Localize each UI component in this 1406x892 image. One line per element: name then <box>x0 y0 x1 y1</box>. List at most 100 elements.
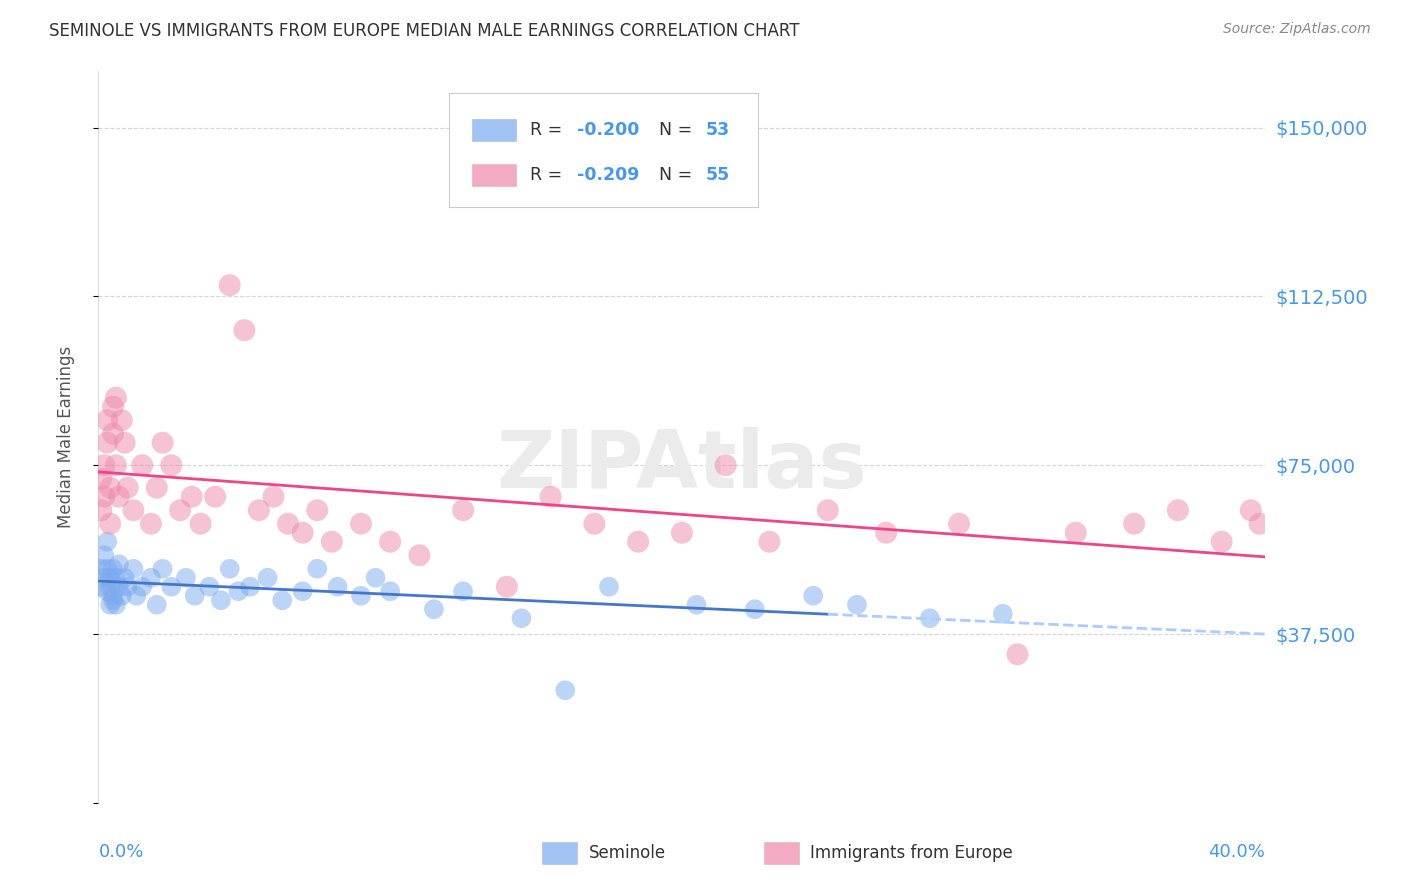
Point <box>96 413 118 427</box>
Point <box>209 593 232 607</box>
FancyBboxPatch shape <box>472 119 516 141</box>
Point <box>174 571 197 585</box>
Text: 55: 55 <box>706 166 730 185</box>
Point <box>239 580 262 594</box>
Point <box>152 435 174 450</box>
Point <box>152 562 174 576</box>
Y-axis label: Median Male Earnings: Median Male Earnings <box>56 346 75 528</box>
Point <box>98 580 121 594</box>
Point <box>218 278 240 293</box>
Point <box>98 598 121 612</box>
FancyBboxPatch shape <box>472 164 516 186</box>
Point <box>627 534 650 549</box>
Point <box>169 503 191 517</box>
Point <box>277 516 299 531</box>
Point <box>451 503 474 517</box>
Point <box>111 589 134 603</box>
Point <box>744 602 766 616</box>
Point <box>117 481 139 495</box>
Point <box>160 580 183 594</box>
Text: N =: N = <box>658 166 697 185</box>
FancyBboxPatch shape <box>763 841 799 863</box>
Point <box>93 490 115 504</box>
Point <box>510 611 533 625</box>
Point <box>125 589 148 603</box>
Point <box>583 516 606 531</box>
Point <box>139 571 162 585</box>
Point <box>496 580 519 594</box>
Point <box>131 458 153 473</box>
Point <box>1064 525 1087 540</box>
Text: SEMINOLE VS IMMIGRANTS FROM EUROPE MEDIAN MALE EARNINGS CORRELATION CHART: SEMINOLE VS IMMIGRANTS FROM EUROPE MEDIA… <box>49 22 800 40</box>
Text: R =: R = <box>530 166 568 185</box>
Point <box>408 548 430 562</box>
Point <box>1123 516 1146 531</box>
Point <box>1249 516 1271 531</box>
Point <box>451 584 474 599</box>
Point <box>146 481 169 495</box>
Point <box>218 562 240 576</box>
Point <box>198 580 221 594</box>
Point <box>685 598 707 612</box>
Point <box>101 426 124 441</box>
Point <box>104 598 127 612</box>
Point <box>598 580 620 594</box>
Point <box>204 490 226 504</box>
Text: Seminole: Seminole <box>589 844 665 862</box>
Point <box>101 562 124 576</box>
Point <box>108 558 131 572</box>
Text: Immigrants from Europe: Immigrants from Europe <box>810 844 1014 862</box>
Point <box>846 598 869 612</box>
Point <box>93 548 115 562</box>
FancyBboxPatch shape <box>541 841 576 863</box>
Text: R =: R = <box>530 121 568 139</box>
Point <box>111 413 134 427</box>
Point <box>875 525 897 540</box>
Point <box>96 534 118 549</box>
Point <box>350 516 373 531</box>
Point <box>101 593 124 607</box>
Point <box>96 562 118 576</box>
Point <box>271 593 294 607</box>
Point <box>364 571 387 585</box>
Point <box>233 323 256 337</box>
Point <box>104 571 127 585</box>
Text: Source: ZipAtlas.com: Source: ZipAtlas.com <box>1223 22 1371 37</box>
Point <box>671 525 693 540</box>
Text: 40.0%: 40.0% <box>1209 843 1265 861</box>
Point <box>180 490 202 504</box>
Point <box>131 580 153 594</box>
Point <box>380 584 402 599</box>
Point <box>817 503 839 517</box>
Point <box>991 607 1014 621</box>
Point <box>160 458 183 473</box>
Point <box>122 503 145 517</box>
Point <box>307 562 329 576</box>
Point <box>801 589 824 603</box>
Point <box>146 598 169 612</box>
Point <box>122 562 145 576</box>
Point <box>183 589 205 603</box>
Point <box>108 490 131 504</box>
Point <box>190 516 212 531</box>
Point <box>104 391 127 405</box>
Point <box>90 472 112 486</box>
Point <box>90 580 112 594</box>
Point <box>108 580 131 594</box>
Point <box>948 516 970 531</box>
Point <box>228 584 250 599</box>
Point <box>758 534 780 549</box>
Point <box>98 571 121 585</box>
Point <box>98 481 121 495</box>
Point <box>262 490 284 504</box>
Point <box>1240 503 1263 517</box>
Text: -0.209: -0.209 <box>576 166 640 185</box>
Point <box>90 562 112 576</box>
Point <box>1007 647 1029 661</box>
Point <box>291 525 314 540</box>
Point <box>96 435 118 450</box>
Point <box>93 571 115 585</box>
Point <box>1211 534 1233 549</box>
Point <box>321 534 343 549</box>
Point <box>307 503 329 517</box>
